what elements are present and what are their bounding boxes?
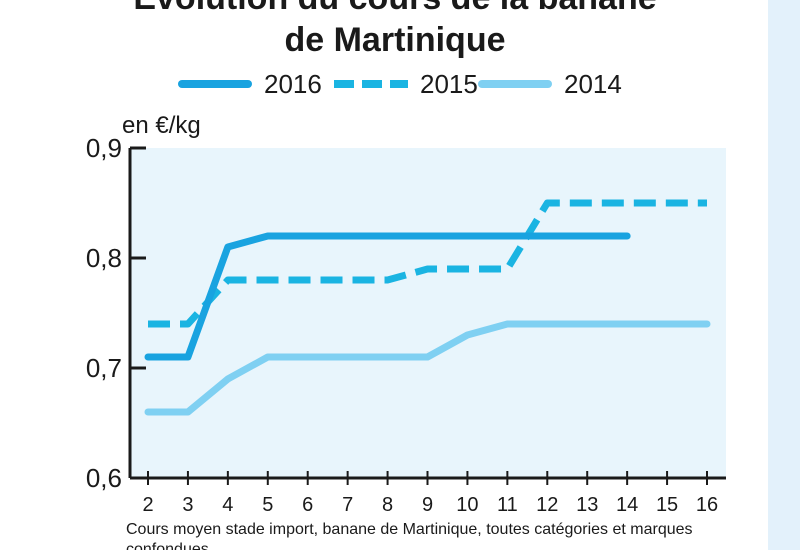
x-tick-label: 7 (342, 494, 353, 516)
y-tick-label: 0,7 (86, 353, 122, 383)
series-line-2016 (144, 232, 631, 361)
x-tick-label: 8 (382, 494, 393, 516)
x-tick-label: 12 (536, 494, 558, 516)
x-tick-label: 10 (456, 494, 478, 516)
chart-title-line-1: Évolution du cours de la banane (0, 0, 790, 16)
x-tick-label: 11 (497, 494, 518, 516)
plot-area (130, 148, 726, 478)
x-tick-label: 2 (142, 494, 153, 516)
x-tick-label: 16 (696, 494, 718, 516)
x-tick-label: 15 (656, 494, 678, 516)
x-tick-label: 14 (616, 494, 638, 516)
chart-footnote: Cours moyen stade import, banane de Mart… (126, 521, 693, 550)
legend-item-2014: 2014 (478, 64, 622, 104)
x-tick-label: 13 (576, 494, 598, 516)
y-axis-unit-label: en €/kg (122, 112, 201, 139)
side-strip (768, 0, 800, 550)
series-line-2014 (144, 320, 711, 416)
x-tick-label: 6 (302, 494, 313, 516)
chart-title-line-2: de Martinique (284, 21, 506, 59)
legend-label-2015: 2015 (420, 68, 478, 99)
legend-swatch-2015 (334, 80, 408, 88)
legend-label-2014: 2014 (564, 68, 622, 99)
x-tick-label: 9 (422, 494, 433, 516)
y-tick-label: 0,9 (86, 133, 122, 163)
y-tick-label: 0,8 (86, 243, 122, 273)
legend-item-2016: 2016 (178, 64, 322, 104)
series-line-2015 (148, 199, 707, 328)
legend-swatch-2014 (478, 80, 552, 88)
y-tick-label: 0,6 (86, 463, 122, 493)
x-tick-label: 4 (222, 494, 233, 516)
x-tick-label: 5 (262, 494, 273, 516)
legend-label-2016: 2016 (264, 68, 322, 99)
x-tick-label: 3 (182, 494, 193, 516)
legend: 2016 2015 2014 (0, 64, 790, 104)
legend-item-2015: 2015 (334, 64, 478, 104)
legend-swatch-2016 (178, 80, 252, 88)
